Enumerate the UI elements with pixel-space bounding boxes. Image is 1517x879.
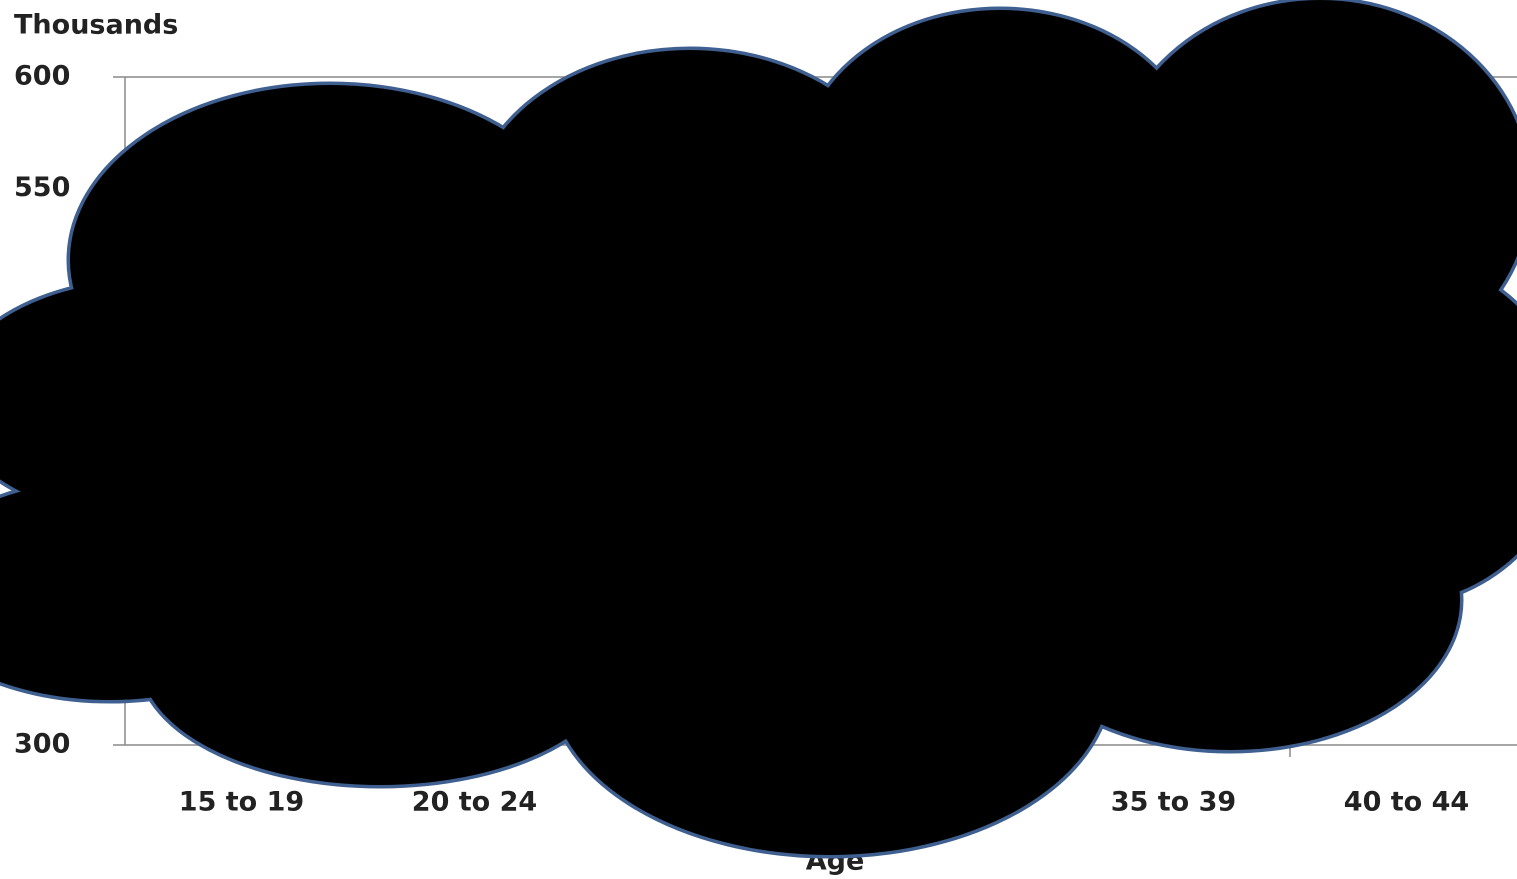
x-tick-label: 35 to 39	[1111, 787, 1236, 818]
x-tick-label: 15 to 19	[179, 787, 304, 818]
y-tick-label: 600	[14, 61, 70, 92]
cloud-callout	[0, 0, 1517, 859]
cloud-fill	[150, 200, 1350, 660]
y-tick-label: 550	[14, 172, 70, 203]
x-tick-label: 40 to 44	[1344, 787, 1469, 818]
x-tick-label: 20 to 24	[412, 787, 537, 818]
y-axis-unit: Thousands	[14, 10, 178, 41]
y-tick-label: 300	[14, 729, 70, 760]
